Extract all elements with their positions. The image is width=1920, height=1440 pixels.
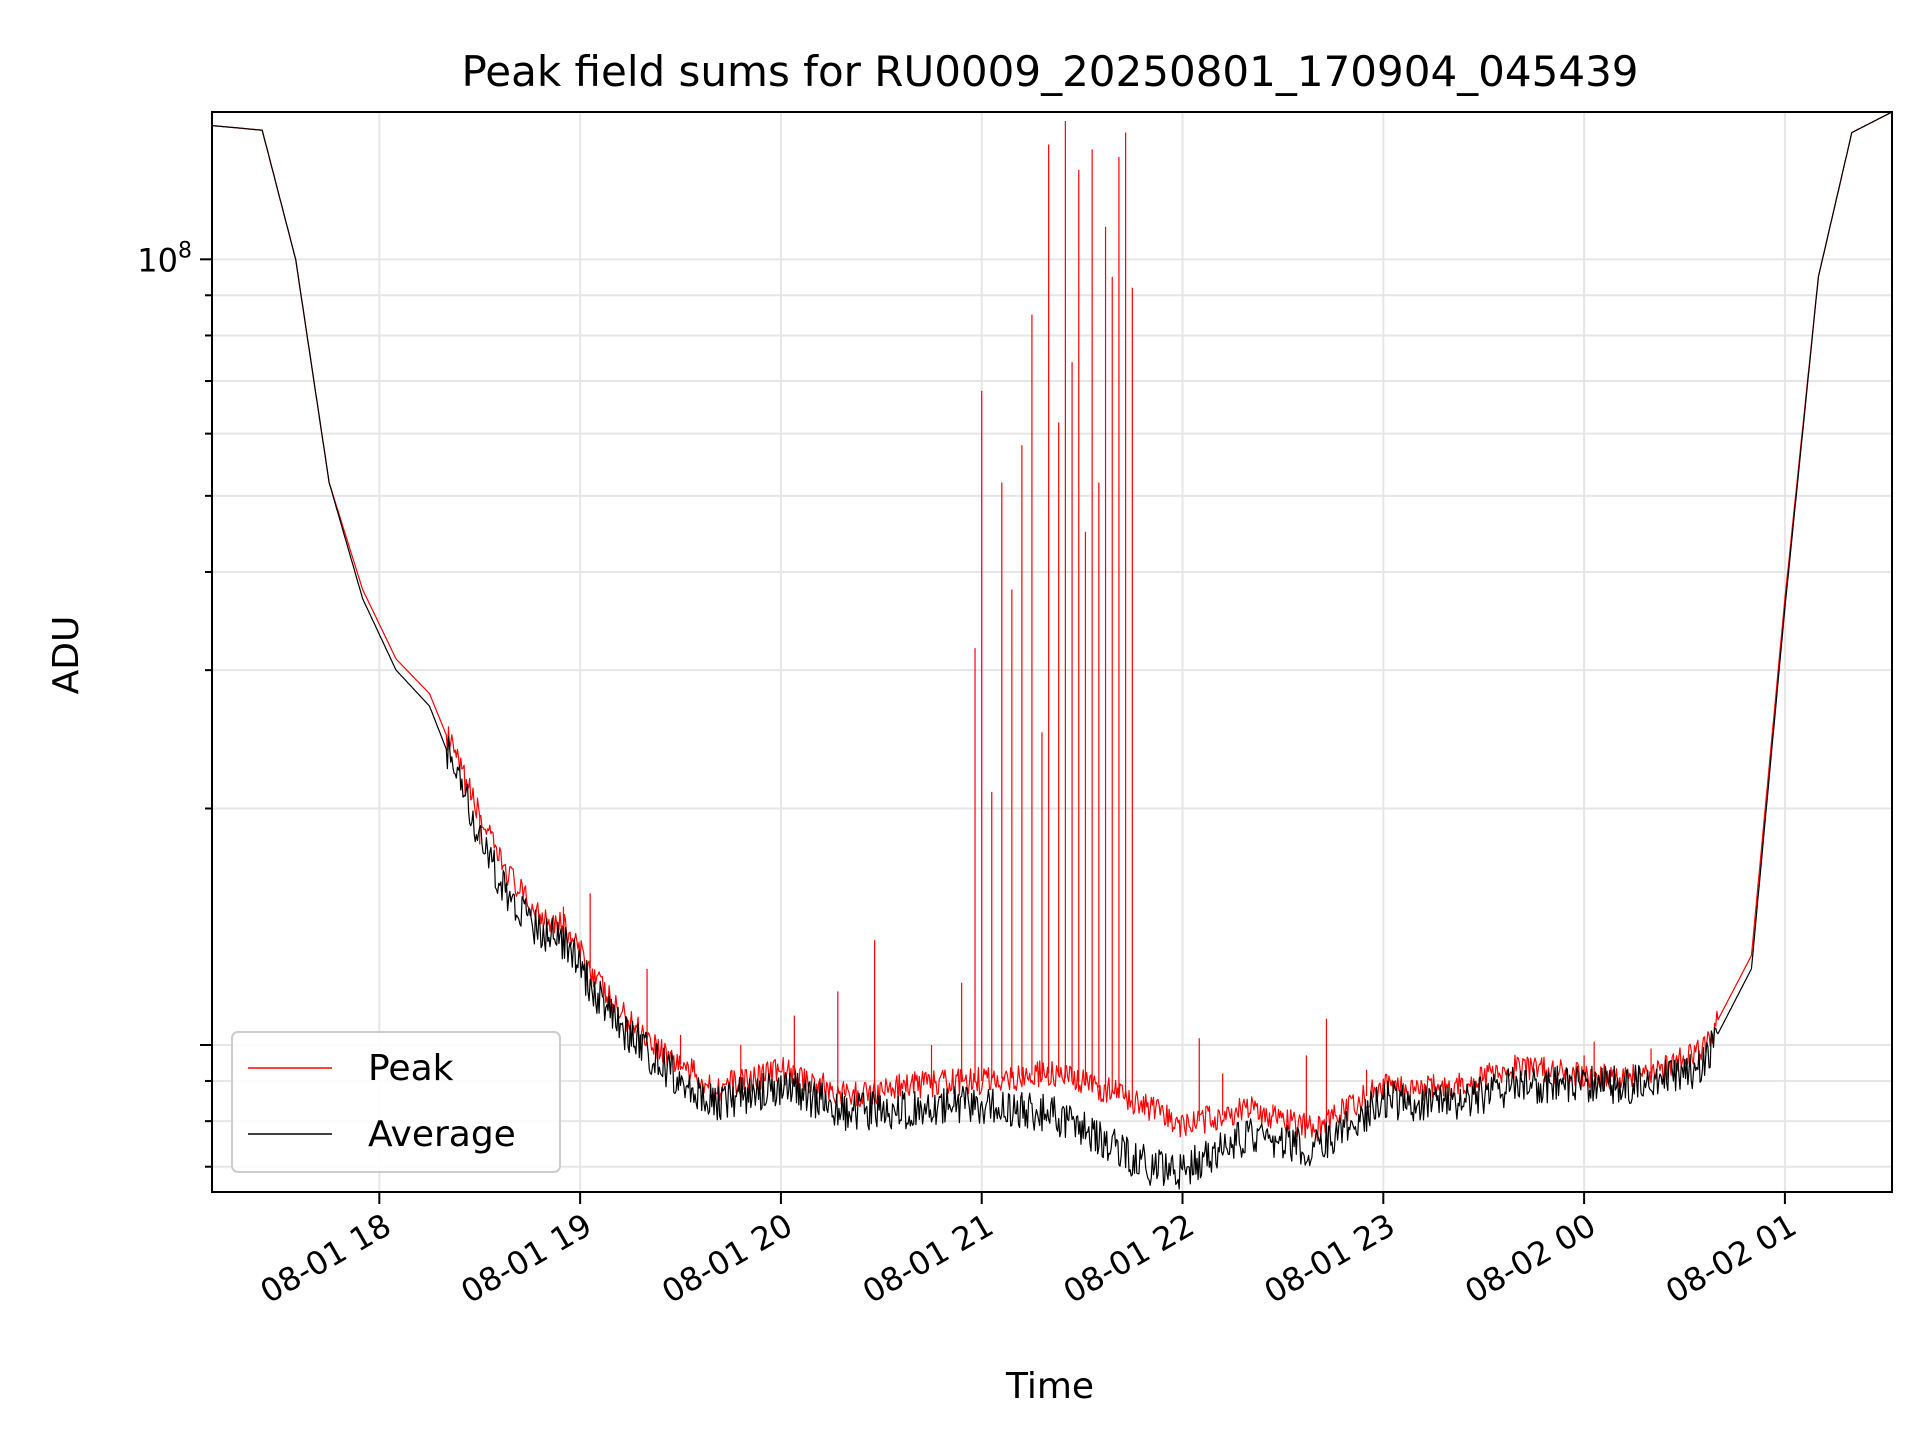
series-line-peak [211,111,1893,1142]
plot-area-frame [211,111,1893,1193]
y-tick-label: 108 [137,238,192,279]
y-axis: 108 [137,238,212,1168]
y-axis-label: ADU [46,616,87,695]
legend-average-label: Average [368,1114,516,1155]
series-layer [211,111,1893,1190]
legend-peak-label: Peak [368,1048,454,1089]
legend-box [231,1031,561,1173]
chart-title: Peak field sums for RU0009_20250801_1709… [461,47,1638,96]
x-axis-label: Time [1005,1366,1094,1407]
legend: Peak Average [231,1031,561,1173]
series-line-average [211,111,1893,1190]
